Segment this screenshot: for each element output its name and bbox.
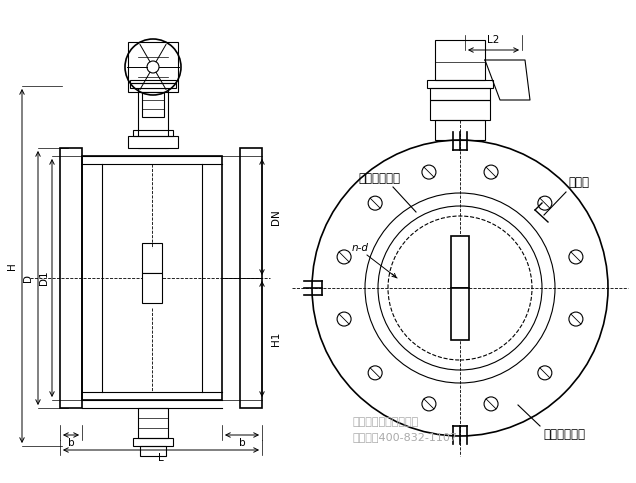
Bar — [138, 408, 168, 438]
Bar — [451, 288, 469, 340]
Text: 淄博伟恒阀门有限公司: 淄博伟恒阀门有限公司 — [352, 417, 418, 427]
Bar — [82, 156, 222, 400]
Bar — [128, 136, 178, 148]
Bar — [130, 80, 176, 83]
Bar — [142, 243, 162, 273]
Circle shape — [147, 61, 159, 73]
Text: L: L — [158, 453, 164, 463]
Text: 热线电话400-832-1107: 热线电话400-832-1107 — [352, 432, 457, 442]
Text: b: b — [238, 438, 245, 448]
Bar — [240, 148, 262, 408]
Bar — [435, 120, 485, 140]
Polygon shape — [485, 60, 530, 100]
Bar — [128, 42, 178, 92]
Bar — [60, 148, 82, 408]
Bar — [451, 236, 469, 288]
Bar — [427, 80, 493, 88]
Bar — [430, 88, 490, 100]
Text: b: b — [67, 438, 74, 448]
Text: H: H — [7, 262, 17, 270]
Bar — [138, 88, 168, 148]
Text: 保温介质进口: 保温介质进口 — [358, 171, 400, 185]
Text: D1: D1 — [39, 270, 49, 285]
Text: H1: H1 — [271, 332, 281, 346]
Text: DN: DN — [271, 209, 281, 225]
Text: 保温介质出口: 保温介质出口 — [543, 428, 585, 441]
Bar — [133, 130, 173, 136]
Bar — [142, 92, 164, 117]
Bar — [430, 100, 490, 120]
Text: n-d: n-d — [352, 243, 369, 253]
Text: D: D — [23, 274, 33, 282]
Bar — [130, 83, 176, 88]
Text: 进气阀: 进气阀 — [568, 176, 589, 189]
Bar — [140, 446, 166, 456]
Bar — [435, 40, 485, 80]
Bar — [133, 438, 173, 446]
Text: L2: L2 — [487, 35, 500, 45]
Bar — [142, 273, 162, 303]
